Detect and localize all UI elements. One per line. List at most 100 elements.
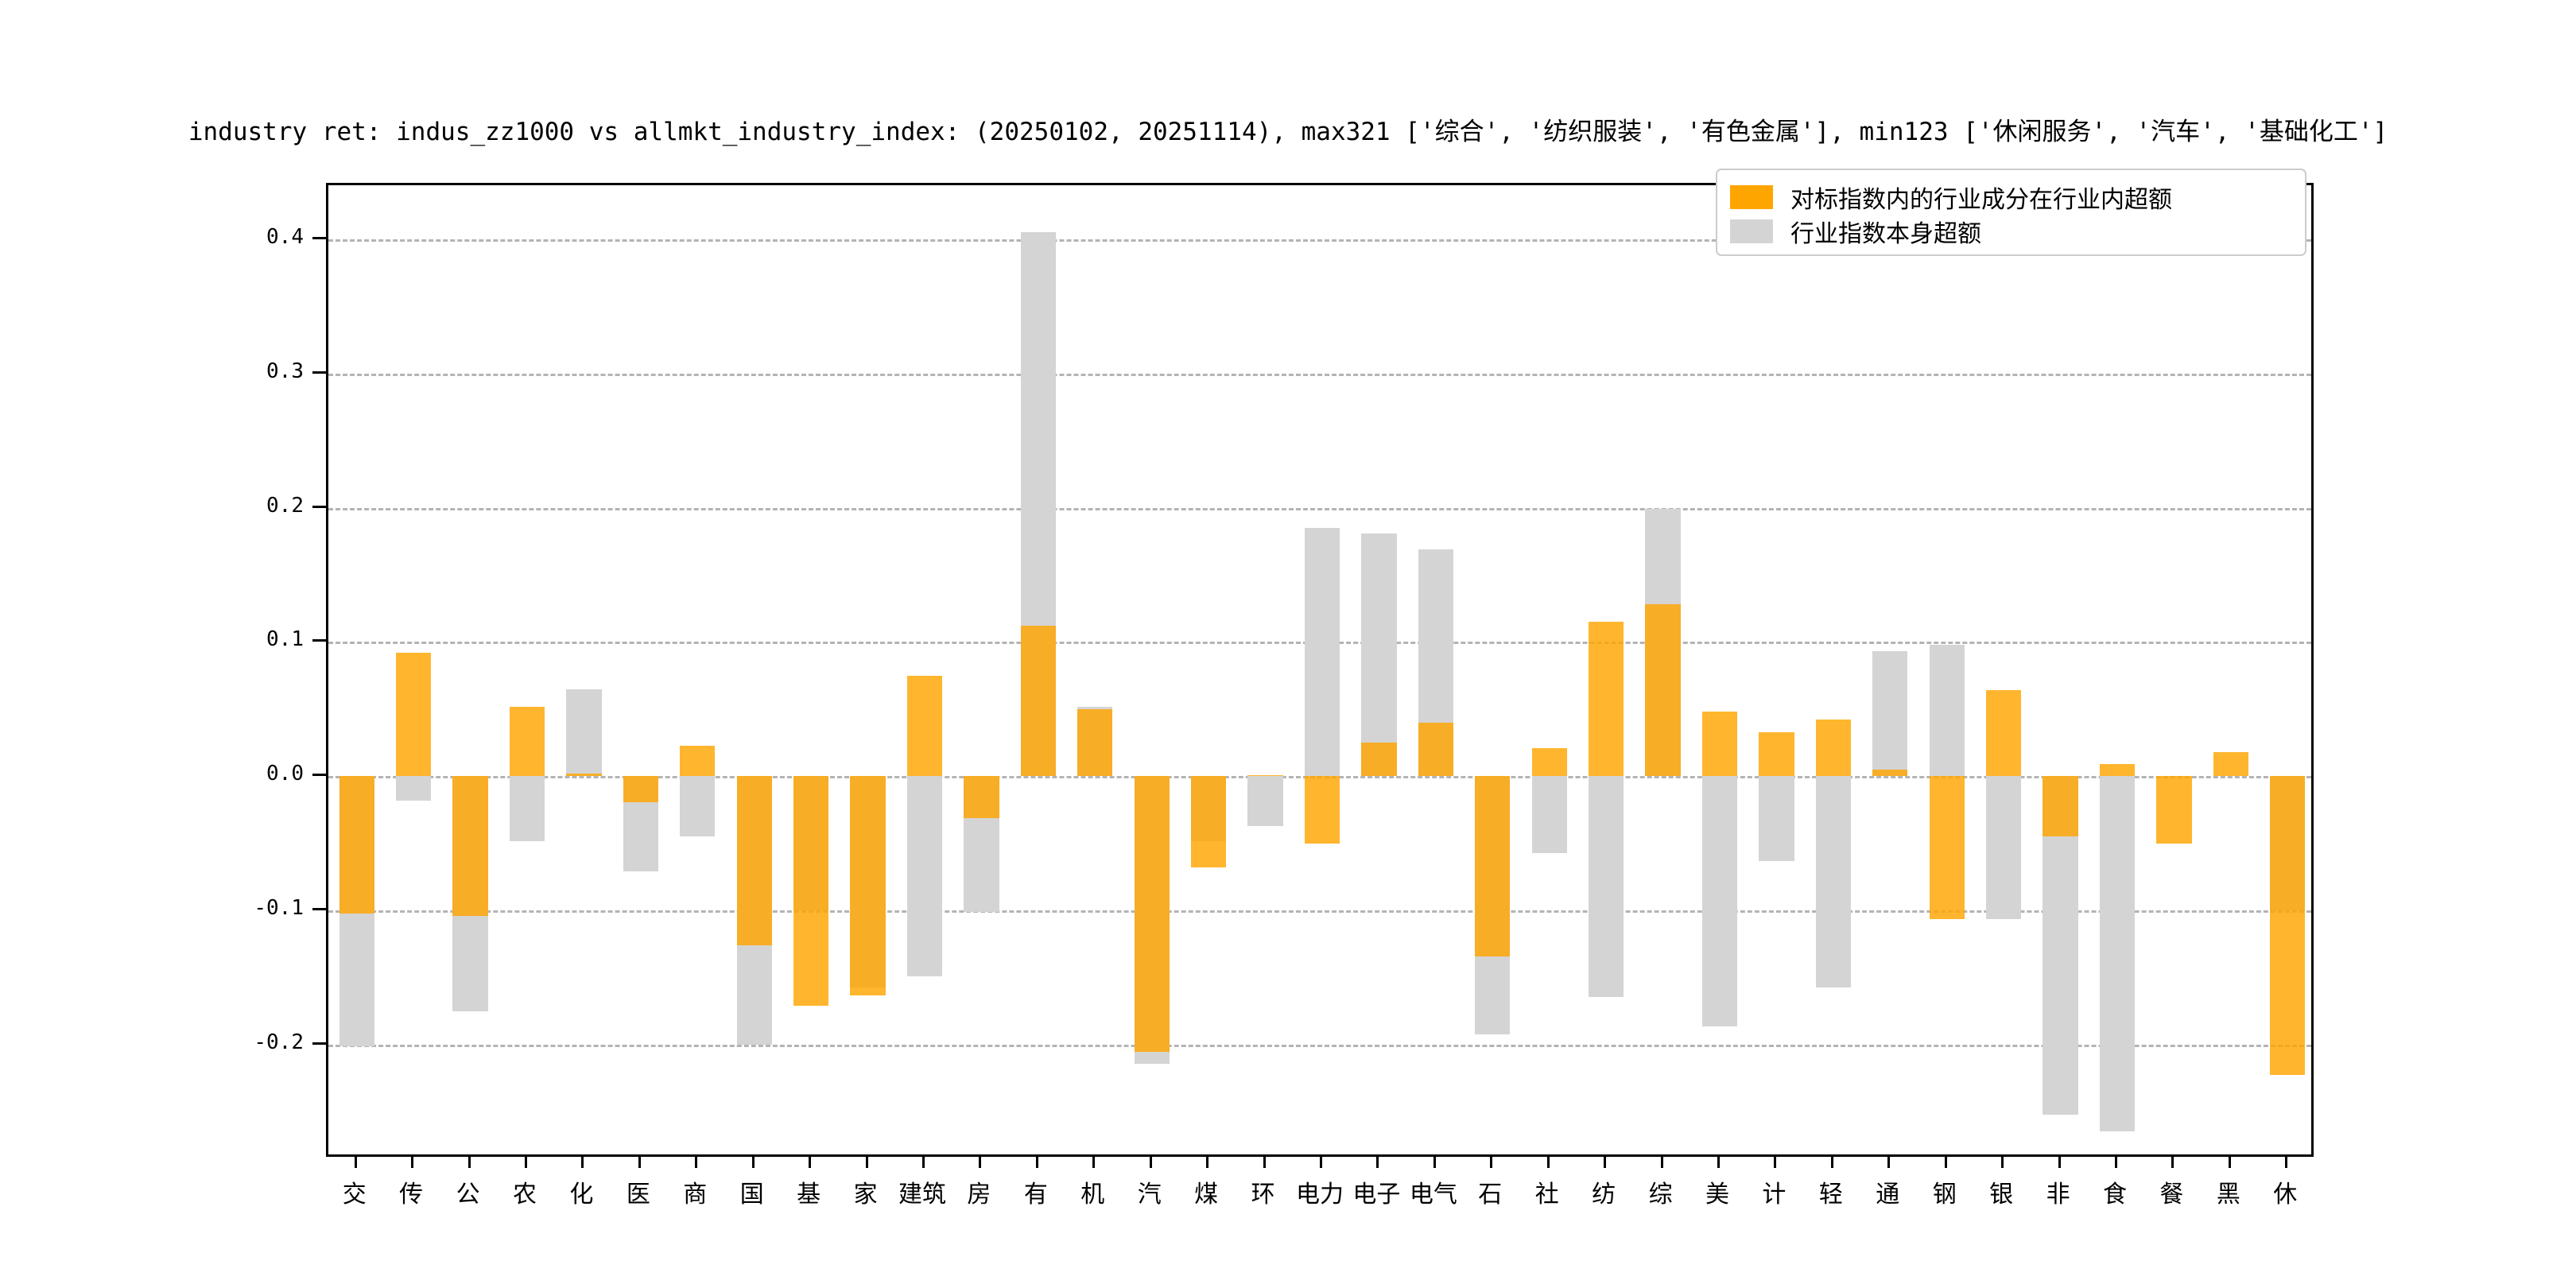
bar <box>1589 776 1624 997</box>
x-axis-tick-mark <box>1206 1157 1209 1168</box>
x-axis-tick-label: 基 <box>797 1181 821 1208</box>
x-axis-tick-mark <box>1604 1157 1607 1168</box>
x-axis-tick-mark <box>2115 1157 2117 1168</box>
gridline <box>328 239 2311 242</box>
x-axis-tick-mark <box>1433 1157 1436 1168</box>
x-axis-tick-mark <box>1376 1157 1379 1168</box>
x-axis-tick-label: 黑 <box>2216 1181 2240 1208</box>
legend-label-gray: 行业指数本身超额 <box>1790 219 1981 248</box>
x-axis-tick-mark <box>2058 1157 2061 1168</box>
x-axis-tick-label: 钢 <box>1932 1181 1957 1208</box>
bar <box>1304 776 1340 844</box>
bar <box>396 776 432 801</box>
bar <box>1759 731 1794 777</box>
bar <box>1531 776 1567 853</box>
bar <box>1986 776 2022 919</box>
bar <box>964 776 999 818</box>
y-axis-tick-mark <box>312 370 326 374</box>
x-axis-tick-label: 交 <box>342 1181 367 1208</box>
y-axis-tick-label: 0.2 <box>266 493 304 518</box>
x-axis-tick-mark <box>1944 1157 1947 1168</box>
x-axis-tick-label: 国 <box>739 1181 764 1208</box>
x-axis-tick-mark <box>1546 1157 1550 1168</box>
bar <box>1929 776 1965 919</box>
y-axis-tick-label: 0.1 <box>266 627 304 652</box>
bar <box>906 776 943 977</box>
y-axis-tick-label: 0.0 <box>266 762 304 786</box>
bar <box>1701 776 1738 1026</box>
bar <box>736 776 772 946</box>
x-axis-tick-mark <box>1660 1157 1663 1168</box>
x-axis-tick-label: 计 <box>1762 1181 1787 1208</box>
bar <box>339 776 374 914</box>
bar <box>1475 776 1511 956</box>
x-axis-tick-mark <box>1887 1157 1891 1168</box>
y-axis-tick-label: 0.4 <box>266 224 304 249</box>
x-axis-tick-mark <box>2171 1157 2174 1168</box>
bar <box>1304 527 1340 777</box>
gridline <box>328 1045 2311 1048</box>
bar <box>566 689 602 777</box>
x-axis-tick-label: 社 <box>1534 1181 1559 1208</box>
y-axis-tick-mark <box>312 639 326 642</box>
bar <box>509 706 545 777</box>
bar <box>1020 626 1056 777</box>
x-axis-tick-label: 食 <box>2103 1181 2127 1208</box>
legend-swatch-orange-icon <box>1730 184 1773 209</box>
x-axis-tick-mark <box>1490 1157 1493 1168</box>
x-axis-tick-mark <box>1320 1157 1322 1168</box>
bar <box>2099 764 2136 777</box>
x-axis-tick-label: 轻 <box>1818 1181 1843 1208</box>
bar <box>680 776 716 837</box>
x-axis-tick-label: 休 <box>2273 1181 2298 1208</box>
x-axis-tick-mark <box>809 1157 812 1168</box>
x-axis-tick-mark <box>638 1157 641 1168</box>
x-axis-tick-label: 传 <box>399 1181 424 1208</box>
x-axis-tick-mark <box>1774 1157 1777 1168</box>
x-axis-tick-mark <box>1830 1157 1833 1168</box>
x-axis-tick-mark <box>354 1157 357 1168</box>
x-axis-tick-label: 机 <box>1080 1181 1105 1208</box>
bar <box>1645 604 1681 777</box>
x-axis-tick-label: 有 <box>1023 1181 1048 1208</box>
bar <box>1929 644 1965 777</box>
bar <box>2099 776 2136 1131</box>
x-axis-tick-mark <box>2001 1157 2004 1168</box>
bar <box>452 776 488 917</box>
x-axis-tick-mark <box>411 1157 414 1168</box>
x-axis-tick-label: 商 <box>683 1181 708 1208</box>
chart-title: industry ret: indus_zz1000 vs allmkt_ind… <box>188 118 2388 146</box>
legend-swatch-gray-icon <box>1730 219 1773 243</box>
bar <box>509 776 545 841</box>
y-axis-tick-mark <box>312 236 326 239</box>
x-axis-tick-mark <box>2228 1157 2231 1168</box>
x-axis-tick-label: 汽 <box>1137 1181 1162 1208</box>
x-axis-tick-mark <box>751 1157 755 1168</box>
legend-item-gray: 行业指数本身超额 <box>1730 214 2292 248</box>
gridline <box>328 910 2311 914</box>
x-axis-tick-mark <box>1263 1157 1266 1168</box>
x-axis-tick-label: 农 <box>513 1181 537 1208</box>
x-axis-tick-mark <box>525 1157 527 1168</box>
bar <box>1815 720 1851 777</box>
x-axis-tick-mark <box>979 1157 982 1168</box>
x-axis-tick-mark <box>1035 1157 1038 1168</box>
bar <box>1872 651 1908 777</box>
chart-legend: 对标指数内的行业成分在行业内超额 行业指数本身超额 <box>1716 169 2306 256</box>
y-axis-tick-label: -0.1 <box>254 896 304 921</box>
x-axis-tick-label: 综 <box>1648 1181 1673 1208</box>
x-axis-tick-mark <box>1149 1157 1152 1168</box>
bar <box>1361 743 1397 777</box>
y-axis-tick-label: -0.2 <box>254 1030 304 1055</box>
x-axis-tick-mark <box>1717 1157 1720 1168</box>
plot-inner <box>328 185 2311 1154</box>
bar <box>1361 533 1397 777</box>
bar <box>1247 774 1283 777</box>
bar <box>1247 776 1283 826</box>
bar <box>906 675 943 777</box>
x-axis-tick-label: 医 <box>626 1181 650 1208</box>
bar <box>2270 776 2306 1075</box>
bar <box>793 776 829 1007</box>
bar <box>2043 776 2078 837</box>
x-axis-tick-label: 煤 <box>1194 1181 1219 1208</box>
